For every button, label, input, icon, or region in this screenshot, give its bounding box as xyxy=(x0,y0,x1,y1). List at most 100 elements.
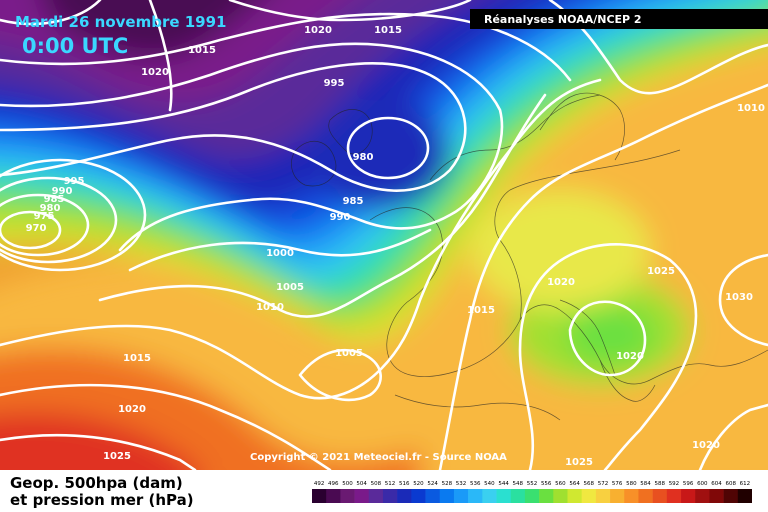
isobar-label: 1025 xyxy=(565,457,593,468)
isobar-label: 1025 xyxy=(103,451,131,462)
map-time-label: 0:00 UTC xyxy=(22,34,128,58)
color-scale-tick-label: 568 xyxy=(584,481,595,487)
color-scale-tick-label: 516 xyxy=(399,481,410,487)
color-scale-swatch xyxy=(397,489,412,503)
color-scale-tick-label: 520 xyxy=(413,481,424,487)
isobar-label: 990 xyxy=(330,212,351,223)
color-scale-tick-label: 548 xyxy=(513,481,524,487)
color-scale-swatch xyxy=(539,489,554,503)
color-scale-swatch xyxy=(496,489,512,503)
legend-caption-geopotential: Geop. 500hpa (dam) xyxy=(10,474,183,492)
isobar-label: 1015 xyxy=(374,25,402,36)
isobars xyxy=(0,0,768,470)
source-banner-bg xyxy=(470,9,768,29)
color-scale-tick-label: 500 xyxy=(342,481,353,487)
color-scale-swatch xyxy=(610,489,625,503)
isobar-label: 1015 xyxy=(123,353,151,364)
color-scale-tick-label: 604 xyxy=(711,481,722,487)
color-scale-tick-label: 544 xyxy=(498,481,509,487)
color-scale-tick-label: 508 xyxy=(371,481,382,487)
legend-panel: Geop. 500hpa (dam) et pression mer (hPa)… xyxy=(0,470,768,512)
color-scale-swatch xyxy=(411,489,426,503)
color-scale-tick-label: 528 xyxy=(442,481,453,487)
color-scale-swatch xyxy=(709,489,724,503)
isobar-label: 1005 xyxy=(335,348,363,359)
color-scale-swatch xyxy=(695,489,710,503)
isobar-label: 985 xyxy=(343,196,364,207)
geopotential-shading xyxy=(0,0,768,470)
isobar-label: 1015 xyxy=(188,45,216,56)
source-banner: Réanalyses NOAA/NCEP 2 xyxy=(484,13,642,26)
color-scale-tick-label: 608 xyxy=(725,481,736,487)
color-scale-swatch xyxy=(468,489,483,503)
isobar-label: 1030 xyxy=(725,292,753,303)
color-scale-tick-label: 536 xyxy=(470,481,481,487)
color-scale-tick-label: 612 xyxy=(740,481,751,487)
color-scale-tick-label: 492 xyxy=(314,481,325,487)
legend-caption-pressure: et pression mer (hPa) xyxy=(10,491,194,509)
color-scale-swatch xyxy=(482,489,497,503)
color-scale-swatch xyxy=(666,489,682,503)
color-scale-swatch xyxy=(510,489,526,503)
color-scale-swatch xyxy=(681,489,696,503)
color-scale-tick-label: 564 xyxy=(569,481,580,487)
isobar-label: 970 xyxy=(26,223,47,234)
color-scale-tick-label: 560 xyxy=(555,481,566,487)
color-scale-tick-label: 584 xyxy=(640,481,651,487)
isobar-label: 1020 xyxy=(118,404,146,415)
isobar-label: 975 xyxy=(34,211,55,222)
isobar-label: 1020 xyxy=(547,277,575,288)
isobar-label: 1005 xyxy=(276,282,304,293)
color-scale-tick-label: 496 xyxy=(328,481,339,487)
isobar-label: 980 xyxy=(353,152,374,163)
color-scale-swatch xyxy=(312,489,327,503)
copyright-notice: Copyright © 2021 Meteociel.fr - Source N… xyxy=(250,452,507,463)
color-scale-tick-label: 588 xyxy=(654,481,665,487)
map-date-label: Mardi 26 novembre 1991 xyxy=(15,13,227,31)
isobar-labels: 1020 1015 1015 1020 995 980 985 990 995 … xyxy=(26,25,765,468)
color-scale-swatch xyxy=(581,489,597,503)
color-scale-swatch xyxy=(439,489,455,503)
isobar-label: 1020 xyxy=(304,25,332,36)
isobar-label: 995 xyxy=(324,78,345,89)
color-scale-swatch xyxy=(354,489,370,503)
color-scale-swatch xyxy=(524,489,540,503)
color-scale-swatch xyxy=(624,489,639,503)
color-scale-swatch xyxy=(425,489,441,503)
color-scale-swatch xyxy=(638,489,653,503)
color-scale-tick-label: 580 xyxy=(626,481,637,487)
color-scale-swatch xyxy=(567,489,582,503)
isobar-label: 995 xyxy=(64,176,85,187)
color-scale-swatch xyxy=(723,489,739,503)
isobar-label: 1015 xyxy=(467,305,495,316)
color-scale-tick-label: 600 xyxy=(697,481,708,487)
color-scale-swatch xyxy=(595,489,611,503)
isobar-label: 1020 xyxy=(141,67,169,78)
color-scale-tick-label: 540 xyxy=(484,481,495,487)
color-scale-swatch xyxy=(553,489,568,503)
isobar-label: 980 xyxy=(40,203,61,214)
color-scale: 492 496 500 504 508 512 516 520 524 528 532 536 540 5… xyxy=(312,481,752,503)
color-scale-tick-label: 556 xyxy=(541,481,552,487)
color-scale-swatch xyxy=(737,489,752,503)
color-scale-tick-label: 572 xyxy=(598,481,609,487)
color-scale-tick-label: 592 xyxy=(669,481,680,487)
isobar-label: 985 xyxy=(44,194,65,205)
color-scale-tick-label: 512 xyxy=(385,481,396,487)
color-scale-tick-label: 532 xyxy=(456,481,467,487)
color-scale-swatch xyxy=(382,489,398,503)
color-scale-swatch xyxy=(326,489,341,503)
color-scale-tick-label: 524 xyxy=(427,481,438,487)
isobar-label: 1025 xyxy=(647,266,675,277)
isobar-label: 990 xyxy=(52,186,73,197)
isobar-label: 1020 xyxy=(616,351,644,362)
isobar-label: 1020 xyxy=(692,440,720,451)
color-scale-tick-label: 552 xyxy=(527,481,538,487)
color-scale-tick-label: 596 xyxy=(683,481,694,487)
color-scale-swatch xyxy=(368,489,384,503)
color-scale-swatch xyxy=(453,489,469,503)
geopotential-map: 1020 1015 1015 1020 995 980 985 990 995 … xyxy=(0,0,768,470)
color-scale-tick-label: 576 xyxy=(612,481,623,487)
isobar-label: 1010 xyxy=(256,302,284,313)
